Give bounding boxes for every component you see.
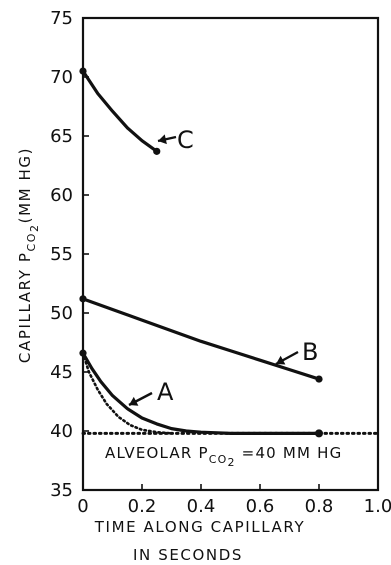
series-layer [79,67,380,438]
ticks: 0 0.2 0.4 0.6 0.8 1.0 35 40 45 50 55 60 65 70 75 [50,8,391,517]
y-tick-label: 65 [50,126,73,147]
series-line-a [81,351,321,435]
alveolar-annotation: ALVEOLAR PCO2 =40 MM HG [105,444,342,469]
y-axis-title-sub: CO [25,232,38,252]
y-tick-label: 40 [50,421,73,442]
x-tick-label: 1.0 [364,496,391,517]
svg-text:CAPILLARY PCO2(MM HG): CAPILLARY PCO2(MM HG) [16,147,41,363]
baseline-end-point [315,429,323,438]
x-tick-label: 0 [77,496,88,517]
annotation-sub: CO [209,453,228,466]
series-line-b [81,297,321,381]
series-end-point [315,375,323,383]
y-axis-title: CAPILLARY PCO2(MM HG) [16,147,41,363]
annotation-value: =40 MM HG [242,444,343,462]
dotted-curve [81,351,173,435]
series-end-point [153,147,161,155]
x-tick-label: 0.2 [128,496,157,517]
x-tick-label: 0.4 [187,496,216,517]
y-tick-label: 75 [50,8,73,29]
annotation-sub2: 2 [227,456,235,469]
x-axis-title-line1: TIME ALONG CAPILLARY [94,518,305,536]
y-tick-label: 45 [50,362,73,383]
plot-frame [81,16,380,492]
y-tick-label: 60 [50,185,73,206]
curve-label-a: A [157,378,174,406]
series-start-point [79,295,87,303]
y-axis-title-unit: (MM HG) [16,147,34,223]
curve-labels: A B C [128,126,318,407]
y-tick-label: 35 [50,480,73,501]
y-axis-title-sub2: 2 [28,223,41,232]
y-tick-label: 55 [50,244,73,265]
arrowhead-b [276,355,286,365]
curve-label-c: C [177,126,194,154]
arrowhead-a [129,396,139,406]
series-start-point [79,67,87,75]
x-tick-label: 0.8 [305,496,334,517]
curve-label-b: B [302,338,318,366]
annotation-label: ALVEOLAR P [105,444,209,462]
arrowhead-c [158,134,167,145]
y-axis-title-main: CAPILLARY P [16,252,34,364]
y-tick-label: 50 [50,303,73,324]
y-tick-label: 70 [50,67,73,88]
series-line-c [81,69,159,153]
plot-border [81,16,380,492]
x-axis-title-line2: IN SECONDS [133,546,243,564]
x-tick-label: 0.6 [246,496,275,517]
